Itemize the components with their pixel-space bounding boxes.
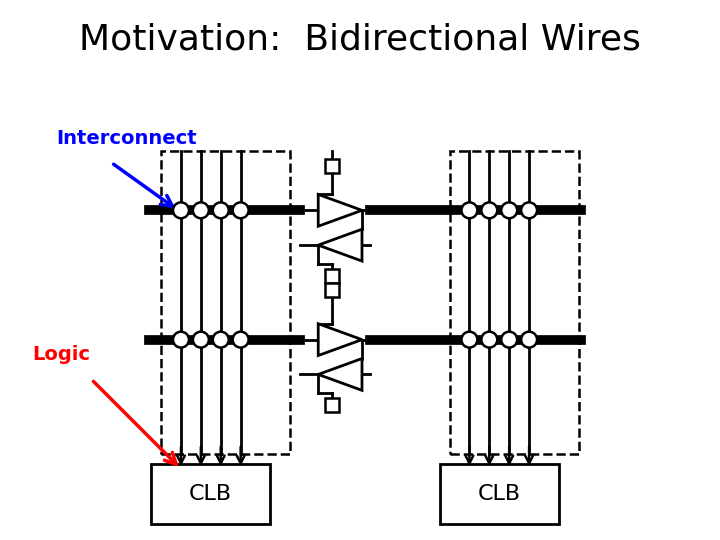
Circle shape [462,332,477,348]
Text: CLB: CLB [189,484,233,504]
Circle shape [193,202,209,218]
Text: Motivation:  Bidirectional Wires: Motivation: Bidirectional Wires [79,22,641,56]
Circle shape [521,332,537,348]
Circle shape [482,332,498,348]
Circle shape [193,332,209,348]
Circle shape [521,202,537,218]
Bar [325,159,339,172]
Bar [325,269,339,283]
Polygon shape [318,323,362,355]
Polygon shape [318,229,362,261]
Circle shape [213,202,229,218]
Circle shape [233,202,248,218]
Bar [325,283,339,297]
Circle shape [233,332,248,348]
Bar [440,464,559,524]
Circle shape [501,202,517,218]
Circle shape [173,202,189,218]
Polygon shape [318,194,362,226]
Circle shape [482,202,498,218]
Bar [325,399,339,412]
Circle shape [213,332,229,348]
Bar [449,151,579,454]
Bar [151,464,271,524]
Polygon shape [318,359,362,390]
Circle shape [173,332,189,348]
Bar [161,151,290,454]
Text: Interconnect: Interconnect [57,129,197,148]
Text: Logic: Logic [32,345,90,364]
Circle shape [501,332,517,348]
Circle shape [462,202,477,218]
Text: CLB: CLB [477,484,521,504]
